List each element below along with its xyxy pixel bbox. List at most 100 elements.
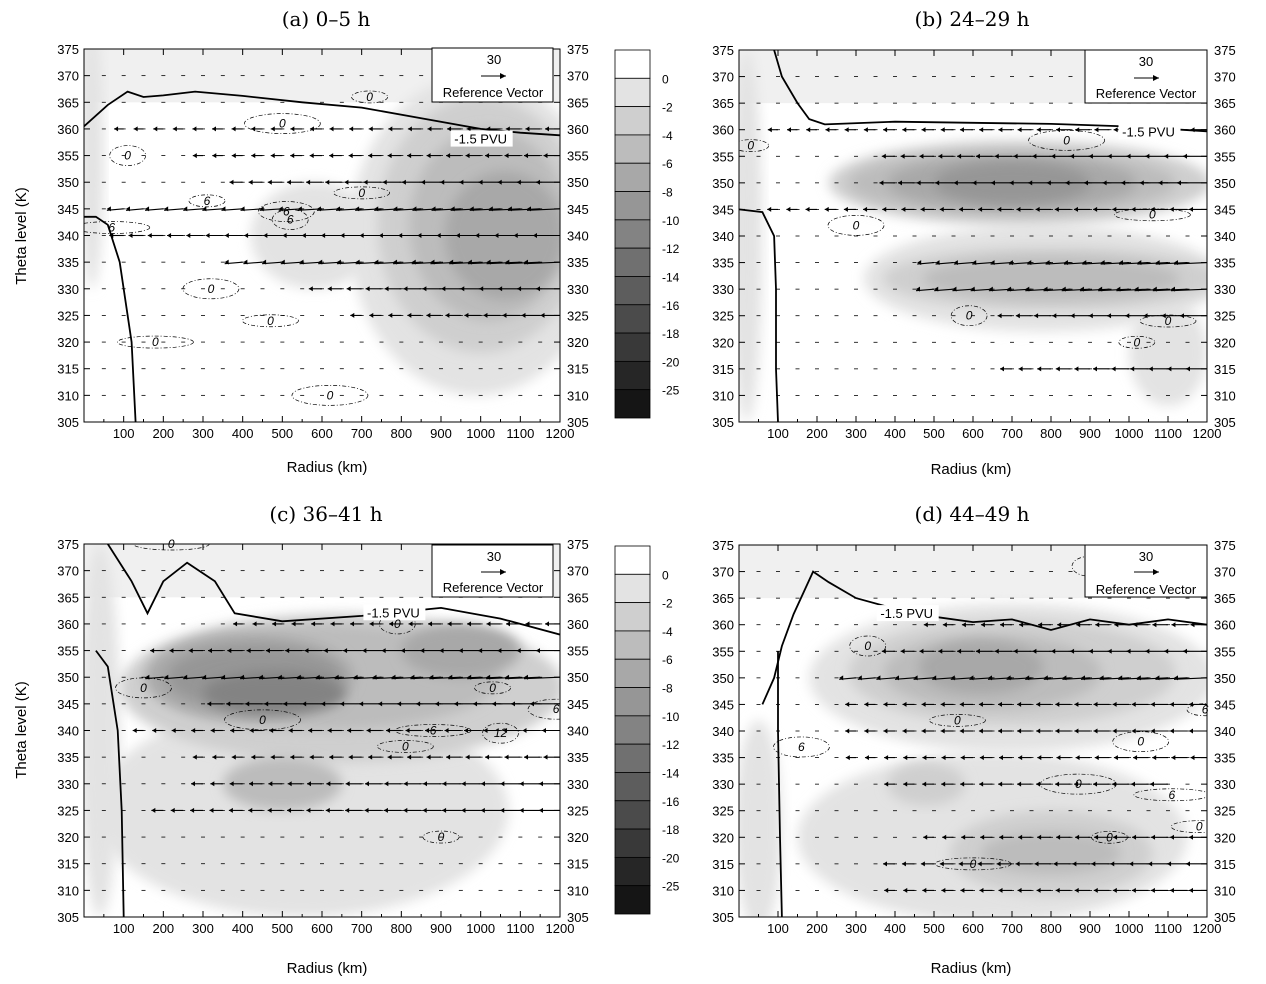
vector-head: [287, 781, 292, 787]
vector-head: [1075, 755, 1080, 761]
panel-a-vector-3: [431, 208, 461, 211]
panel-b-vector-5: [1079, 288, 1110, 292]
colorbar-swatch-8: [614, 276, 651, 306]
panel-c-pv-label-bg: [363, 604, 426, 621]
colorbar-swatch-0: [614, 545, 651, 575]
contour-line: [1170, 820, 1207, 834]
vector-head: [343, 648, 348, 654]
vector-head: [469, 206, 474, 212]
vector-head: [883, 701, 888, 707]
colorbar-swatch-1: [614, 573, 651, 604]
panel-b-shade-1: [739, 50, 763, 422]
panel-a-vector-5: [467, 261, 501, 265]
contour-line: [1112, 731, 1170, 752]
vector-head: [393, 206, 398, 212]
vector-head: [845, 755, 850, 761]
panel-a-vector-5: [449, 261, 481, 265]
vector-head: [958, 206, 963, 212]
vector-head: [1150, 701, 1155, 707]
vector-head: [285, 648, 290, 654]
vector-head: [1016, 206, 1021, 212]
vector-head: [301, 233, 306, 238]
panel-a-contour-label-11: 0: [327, 388, 334, 402]
vector-head: [994, 648, 999, 654]
vector-head: [1136, 675, 1141, 681]
vector-head: [398, 233, 403, 238]
panel-d-y-tick-label-right-4: 325: [1214, 804, 1236, 819]
vector-head: [1171, 286, 1175, 292]
vector-head: [972, 260, 977, 266]
vector-head: [922, 781, 927, 787]
vector-head: [1036, 728, 1041, 734]
vector-head: [318, 259, 323, 265]
vector-head: [864, 701, 869, 707]
vector-head: [384, 781, 389, 787]
vector-head: [1113, 127, 1118, 133]
panel-c-contour-label-6: 0: [438, 830, 445, 844]
panel-a-y-tick-label-0: 305: [57, 415, 79, 430]
vector-head: [1019, 622, 1024, 628]
contour-line: [242, 314, 299, 328]
panel-c-y-tick-label-right-7: 340: [567, 724, 589, 739]
panel-d-contour-label-3: 0: [864, 639, 871, 653]
colorbar-label-10: -20: [662, 355, 680, 369]
panel-d-pv-contours: -1.5 PVU: [761, 570, 1207, 917]
panel-d-contour-label-6: 0: [1106, 830, 1113, 844]
vector-head: [1032, 153, 1037, 159]
panel-b-contour-label-1: 0: [853, 218, 860, 232]
panel-a-x-tick-label-9: 1000: [466, 426, 495, 441]
panel-c-contour-label-1: 6: [553, 702, 560, 716]
contour-line: [739, 139, 770, 153]
vector-head: [1015, 313, 1020, 319]
contour-line: [117, 335, 194, 349]
vector-head: [1107, 648, 1112, 654]
panel-c-y-tick-label-0: 305: [57, 910, 79, 925]
vector-head: [863, 206, 868, 212]
vector-head: [1152, 286, 1157, 292]
panel-c-pv-label: -1.5 PVU: [367, 605, 420, 620]
vector-head: [467, 674, 472, 680]
colorbar-label-8: -16: [662, 299, 680, 313]
panel-c-ref-label: Reference Vector: [443, 580, 544, 595]
panel-b-y-tick-label-12: 365: [712, 96, 734, 111]
panel-b-y-tick-label-14: 375: [712, 43, 734, 58]
colorbar-swatch-6: [614, 715, 651, 745]
vector-head: [460, 286, 465, 292]
panel-c: (c) 36–41 h Theta level (K) Radius (km) …: [13, 502, 589, 977]
vector-head: [387, 153, 392, 159]
contour-line: [1114, 208, 1191, 222]
panel-b-y-tick-label-right-11: 360: [1214, 123, 1236, 138]
panel-d-contour-label-4: 0: [954, 713, 961, 727]
panel-a-pv-contours: -1.5 PVU: [84, 90, 560, 422]
panel-c-vector-2: [486, 676, 521, 680]
panel-a-y-tick-label-right-0: 305: [567, 415, 589, 430]
panel-b-pv-line: [773, 50, 1207, 133]
vector-head: [942, 834, 947, 840]
panel-a-contour-label-2: 6: [108, 221, 115, 235]
vector-head: [429, 674, 434, 680]
panel-d-x-tick-label-2: 300: [845, 921, 867, 936]
contour-line: [773, 736, 830, 758]
vector-head: [1186, 366, 1190, 372]
vector-head: [1151, 834, 1156, 840]
vector-head: [270, 754, 275, 760]
panel-b-contour-label-4: 0: [1165, 314, 1172, 328]
panel-d-y-tick-label-right-13: 370: [1214, 565, 1236, 580]
vector-head: [349, 126, 354, 132]
panel-b-vector-4: [1137, 262, 1169, 265]
vector-head: [1132, 834, 1137, 840]
vector-head: [486, 621, 491, 627]
vector-head: [941, 755, 946, 761]
vector-head: [202, 674, 207, 680]
vector-head: [979, 781, 984, 787]
panel-d-x-tick-label-0: 100: [767, 921, 789, 936]
vector-head: [1152, 622, 1157, 628]
panel-c-y-tick-label-right-3: 320: [567, 830, 589, 845]
contour-line: [351, 90, 388, 104]
vector-head: [388, 312, 393, 318]
vector-head: [467, 259, 472, 265]
panel-c-x-tick-label-11: 1200: [546, 921, 575, 936]
vector-head: [1093, 728, 1098, 734]
vector-head: [1061, 286, 1066, 292]
vector-head: [996, 861, 1001, 867]
